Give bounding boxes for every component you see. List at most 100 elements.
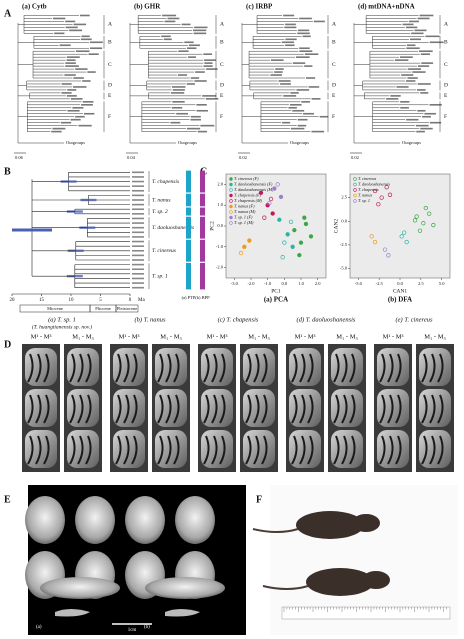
legend-label: T. sp. 1 (F)	[234, 214, 253, 219]
tooth-fold	[211, 394, 218, 424]
plot-title: (a) PCA	[264, 296, 288, 304]
tooth-row-label: M₁ - M₃	[248, 333, 270, 340]
data-point	[298, 240, 304, 245]
tip-label	[386, 98, 399, 100]
tooth-fold	[69, 394, 76, 424]
panel-label: B	[4, 166, 11, 177]
tip-label	[171, 106, 183, 109]
plot-area	[349, 173, 451, 279]
tip-label	[132, 268, 144, 271]
tip-label	[176, 112, 188, 115]
tooth-fold	[27, 353, 34, 383]
tip-label	[70, 98, 83, 100]
tooth-fold	[211, 353, 218, 383]
data-point	[268, 196, 274, 202]
tip-label	[132, 194, 144, 197]
tooth-fold	[387, 353, 394, 383]
y-tick-label: -5.0	[340, 266, 348, 271]
outgroup-label: Outgroups	[178, 140, 197, 145]
clade-label: C	[444, 62, 448, 68]
tip-label	[194, 26, 208, 29]
tip-label	[132, 277, 144, 280]
tip-label	[205, 98, 219, 100]
tip-label	[196, 109, 208, 112]
mouse-body	[306, 568, 374, 596]
legend-label: T. cinereus	[358, 176, 377, 181]
legend-marker	[229, 199, 233, 203]
species-label: T. chapensis	[152, 179, 179, 185]
epoch-label: Pliocene	[95, 306, 111, 311]
legend-marker	[229, 204, 233, 209]
tip-label	[308, 86, 320, 88]
tooth-fold	[395, 435, 402, 465]
tip-label	[170, 92, 185, 94]
data-point	[372, 239, 378, 245]
tree-title: (c) IRBP	[246, 3, 273, 11]
legend-marker	[229, 215, 233, 220]
data-point	[247, 238, 252, 243]
tip-label	[172, 89, 185, 91]
tooth-fold	[395, 353, 402, 383]
tooth-fold	[131, 435, 138, 465]
tooth-fold	[341, 394, 348, 424]
tip-label	[285, 44, 295, 47]
tip-label	[422, 115, 431, 118]
tooth-fold	[165, 394, 172, 424]
data-point	[288, 219, 294, 224]
clade-label: F	[332, 114, 335, 120]
tooth-fold	[379, 435, 386, 465]
outgroup-label: Outgroups	[290, 140, 309, 145]
species-label: T. nanus	[152, 197, 171, 203]
tooth-fold	[349, 435, 356, 465]
legend-label: T. sp. 1	[358, 198, 370, 203]
clade-label: D	[108, 83, 112, 89]
tip-label	[66, 56, 80, 58]
tip-label	[419, 14, 434, 17]
tip-label	[65, 20, 76, 23]
tooth-fold	[429, 353, 436, 383]
tooth-row-label: M¹ - M³	[295, 333, 316, 340]
outgroup-label: Outgroups	[66, 140, 85, 145]
tip-label	[187, 56, 196, 58]
tooth-fold	[27, 394, 34, 424]
tooth-fold	[203, 435, 210, 465]
tooth-fold	[219, 394, 226, 424]
tip-label	[271, 59, 284, 61]
species-label: T. sp. 2	[152, 209, 168, 215]
tip-label	[67, 109, 80, 112]
tooth-fold	[157, 435, 164, 465]
tip-label	[53, 17, 66, 20]
tip-label	[195, 71, 205, 73]
tip-label	[52, 127, 66, 130]
tooth-fold	[43, 394, 50, 424]
tooth-fold	[203, 353, 210, 383]
tip-label	[194, 80, 207, 82]
data-point	[282, 240, 287, 245]
data-point	[423, 205, 428, 211]
clade-label: B	[220, 40, 224, 46]
legend-marker	[353, 199, 357, 203]
tip-label	[181, 23, 191, 26]
tip-label	[167, 17, 180, 20]
legend-label: T. nanus (M)	[234, 209, 256, 214]
tip-label	[421, 62, 434, 64]
tooth-fold	[299, 353, 306, 383]
tip-label	[132, 180, 144, 183]
data-point	[258, 190, 264, 195]
data-point	[404, 239, 409, 245]
tooth-fold	[77, 394, 84, 424]
data-point	[278, 194, 284, 200]
tooth-row-label: M₁ - M₃	[160, 333, 182, 340]
tooth-row-label: M₁ - M₃	[424, 333, 446, 340]
tooth-fold	[123, 394, 130, 424]
tick-label: 0	[129, 298, 132, 303]
tip-label	[417, 109, 426, 112]
data-point	[412, 218, 418, 223]
species-label: T. cinereus	[152, 248, 176, 254]
tip-label	[429, 121, 442, 124]
clade-label: C	[108, 62, 112, 68]
y-axis-label: PC2	[209, 221, 215, 231]
tip-label	[301, 101, 311, 103]
tip-label	[270, 74, 283, 76]
